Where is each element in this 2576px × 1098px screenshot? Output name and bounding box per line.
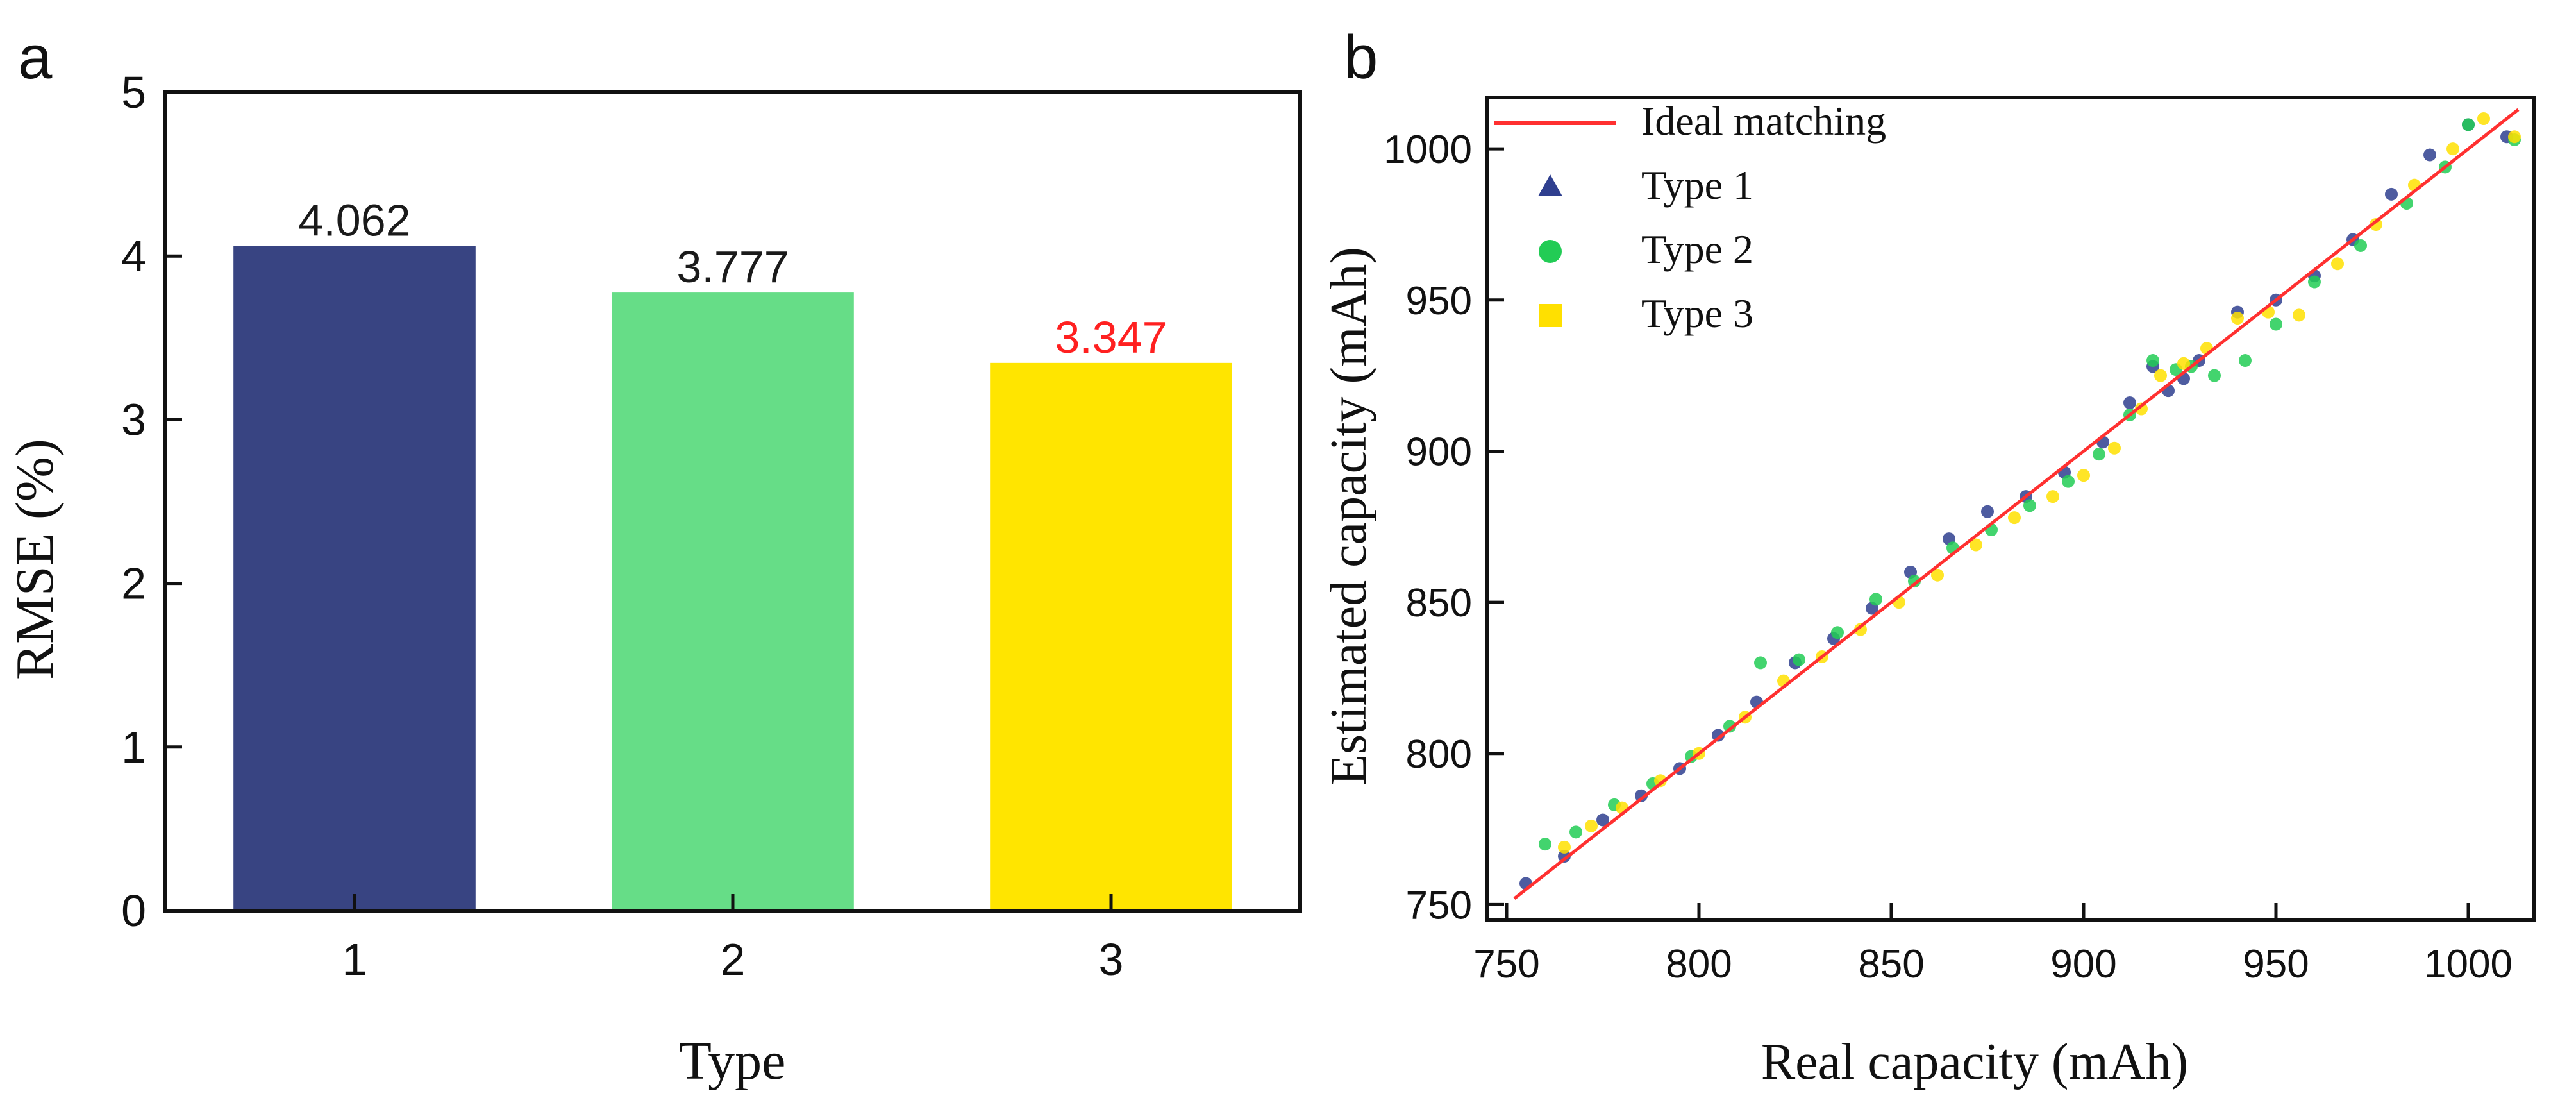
y-tick-label: 900 <box>1406 430 1472 474</box>
data-point-type-3 <box>2177 357 2190 370</box>
data-point-type-2 <box>2354 239 2367 252</box>
y-tick-label: 2 <box>121 559 146 609</box>
data-point-type-3 <box>2370 217 2382 231</box>
x-axis-label-a: Type <box>679 1031 786 1091</box>
data-point-type-1 <box>2385 187 2398 201</box>
x-ticks-a: 1 2 3 <box>342 894 1124 984</box>
legend-type-3-label: Type 3 <box>1641 291 1753 336</box>
plot-frame-b <box>1485 96 2536 922</box>
data-point-type-2 <box>1754 656 1767 670</box>
data-point-type-3 <box>1931 568 1944 582</box>
data-point-type-3 <box>1654 774 1667 788</box>
scatter-chart-panel: b Estimated capacity (mAh) Real capacity… <box>1321 23 2536 1090</box>
plot-frame-a <box>163 90 1302 913</box>
bar-chart-panel: a RMSE (%) Type 4.062 3.777 3.347 0 1 2 3 4 5 1… <box>5 23 1302 1091</box>
x-tick-label: 1 <box>342 934 367 984</box>
x-tick-label: 950 <box>2243 942 2309 986</box>
data-point-type-3 <box>2077 469 2090 482</box>
y-tick-label: 4 <box>121 231 146 281</box>
data-point-type-3 <box>2446 142 2459 156</box>
x-tick-label: 1000 <box>2424 942 2513 986</box>
data-point-type-3 <box>1558 840 1571 854</box>
data-point-type-2 <box>2462 118 2475 131</box>
data-point-type-1 <box>1596 813 1609 827</box>
data-point-type-2 <box>1539 838 1551 851</box>
y-ticks-b: 750 800 850 900 950 1000 <box>1384 128 1504 927</box>
x-axis-label-b: Real capacity (mAh) <box>1761 1034 2188 1090</box>
legend-type-2-circle-marker <box>1539 240 1562 263</box>
bar-group <box>233 246 1232 911</box>
y-axis-label-b: Estimated capacity (mAh) <box>1321 247 1377 786</box>
data-point-type-2 <box>2239 354 2252 367</box>
data-point-type-2 <box>1831 626 1844 639</box>
legend: Ideal matching Type 1 Type 2 Type 3 <box>1494 98 1886 336</box>
bar-value-label: 3.777 <box>676 242 789 292</box>
data-point-type-1 <box>1558 850 1571 863</box>
data-point-type-2 <box>2270 317 2282 331</box>
bar-type-3 <box>990 362 1232 911</box>
data-point-type-2 <box>1869 593 1882 606</box>
x-tick-label: 850 <box>1858 942 1924 986</box>
data-point-type-2 <box>2308 275 2321 289</box>
data-point-type-3 <box>2046 490 2059 503</box>
data-point-type-3 <box>2008 511 2021 525</box>
data-point-type-3 <box>2108 441 2121 455</box>
y-tick-label: 5 <box>121 67 146 117</box>
data-point-type-3 <box>2477 112 2490 125</box>
legend-ideal-matching-label: Ideal matching <box>1641 98 1886 144</box>
data-point-type-3 <box>2154 369 2167 382</box>
y-tick-label: 850 <box>1406 581 1472 625</box>
data-point-type-3 <box>1970 538 1982 552</box>
x-tick-label: 3 <box>1099 934 1124 984</box>
y-tick-label: 3 <box>121 394 146 444</box>
y-axis-label-a: RMSE (%) <box>5 439 65 680</box>
data-point-type-1 <box>1712 729 1725 742</box>
y-tick-label: 1 <box>121 722 146 772</box>
bar-value-labels: 4.062 3.777 3.347 <box>298 195 1167 362</box>
data-point-type-1 <box>2423 148 2436 162</box>
data-point-type-3 <box>2508 130 2521 144</box>
x-tick-label: 900 <box>2050 942 2116 986</box>
data-point-type-2 <box>1793 653 1805 666</box>
legend-type-2-label: Type 2 <box>1641 226 1753 272</box>
data-point-type-2 <box>2093 448 2105 461</box>
legend-type-1-triangle-marker <box>1538 174 1562 196</box>
y-ticks-a: 0 1 2 3 4 5 <box>121 67 182 936</box>
panel-label-a: a <box>18 23 53 92</box>
data-point-type-2 <box>2023 499 2036 512</box>
data-point-type-3 <box>2135 402 2148 416</box>
data-point-type-3 <box>1585 819 1598 832</box>
data-point-type-2 <box>2146 354 2159 367</box>
data-point-type-3 <box>1854 623 1867 636</box>
x-tick-label: 2 <box>721 934 746 984</box>
legend-type-1-label: Type 1 <box>1641 162 1753 208</box>
panel-label-b: b <box>1344 23 1378 92</box>
data-point-type-2 <box>1908 575 1921 588</box>
data-point-type-3 <box>2331 257 2344 271</box>
bar-type-1 <box>233 246 476 911</box>
ideal-matching-line <box>1513 108 2520 900</box>
y-tick-label: 800 <box>1406 732 1472 777</box>
x-tick-label: 800 <box>1666 942 1732 986</box>
x-ticks-b: 750 800 850 900 950 1000 <box>1473 903 2513 986</box>
data-point-type-1 <box>1635 789 1648 802</box>
legend-type-3-square-marker <box>1539 304 1562 327</box>
bar-value-label: 3.347 <box>1055 312 1167 362</box>
x-tick-label: 750 <box>1473 942 1539 986</box>
data-point-type-2 <box>2208 369 2221 382</box>
data-point-type-3 <box>2293 308 2305 322</box>
data-point-type-1 <box>1981 505 1994 518</box>
y-tick-label: 950 <box>1406 279 1472 323</box>
data-point-type-3 <box>2231 312 2244 325</box>
bar-type-2 <box>612 292 854 911</box>
data-point-type-2 <box>1569 825 1582 839</box>
y-tick-label: 1000 <box>1384 128 1472 172</box>
bar-value-label: 4.062 <box>298 195 410 245</box>
y-tick-label: 750 <box>1406 883 1472 927</box>
y-tick-label: 0 <box>121 886 146 936</box>
data-point-type-1 <box>2123 396 2136 410</box>
data-point-type-2 <box>1723 720 1736 733</box>
data-point-type-2 <box>2062 475 2075 488</box>
